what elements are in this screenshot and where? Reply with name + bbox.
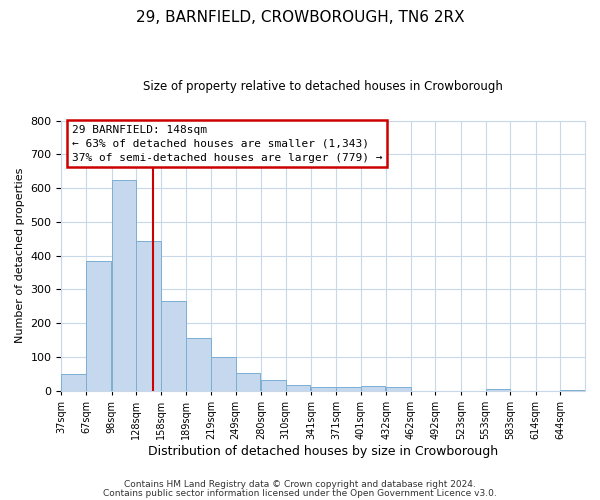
Bar — [386, 387, 411, 390]
Bar — [161, 301, 185, 390]
Text: Contains HM Land Registry data © Crown copyright and database right 2024.: Contains HM Land Registry data © Crown c… — [124, 480, 476, 489]
Text: Contains public sector information licensed under the Open Government Licence v3: Contains public sector information licen… — [103, 488, 497, 498]
Y-axis label: Number of detached properties: Number of detached properties — [15, 168, 25, 343]
Bar — [236, 374, 260, 390]
Bar — [211, 358, 236, 390]
Bar — [336, 387, 361, 390]
Bar — [261, 380, 286, 390]
Bar — [187, 338, 211, 390]
Bar — [86, 260, 111, 390]
X-axis label: Distribution of detached houses by size in Crowborough: Distribution of detached houses by size … — [148, 444, 498, 458]
Bar — [485, 389, 510, 390]
Bar — [112, 180, 136, 390]
Bar — [286, 385, 310, 390]
Title: Size of property relative to detached houses in Crowborough: Size of property relative to detached ho… — [143, 80, 503, 93]
Text: 29, BARNFIELD, CROWBOROUGH, TN6 2RX: 29, BARNFIELD, CROWBOROUGH, TN6 2RX — [136, 10, 464, 25]
Bar — [136, 241, 161, 390]
Text: 29 BARNFIELD: 148sqm
← 63% of detached houses are smaller (1,343)
37% of semi-de: 29 BARNFIELD: 148sqm ← 63% of detached h… — [72, 124, 382, 162]
Bar — [311, 387, 336, 390]
Bar — [361, 386, 385, 390]
Bar — [61, 374, 86, 390]
